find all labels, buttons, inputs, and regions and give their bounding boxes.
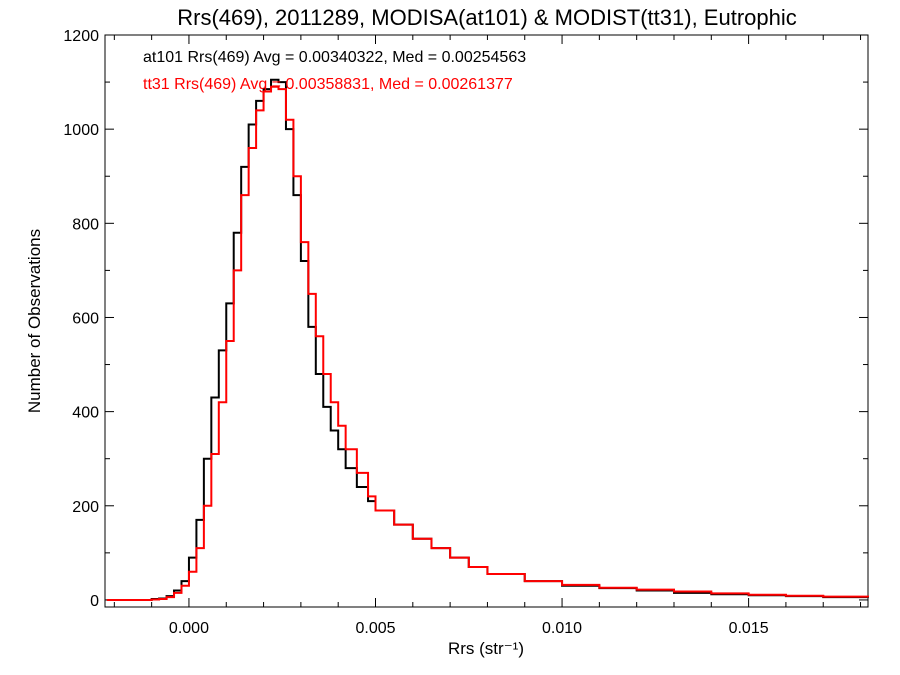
legend-entry-1: at101 Rrs(469) Avg = 0.00340322, Med = 0… <box>143 49 526 66</box>
x-axis-label: Rrs (str⁻¹) <box>448 639 524 658</box>
series-1-line <box>106 78 869 601</box>
y-tick-label: 400 <box>72 405 99 422</box>
y-tick-label: 1000 <box>63 122 99 139</box>
y-tick-label: 200 <box>72 499 99 516</box>
x-tick-label: 0.015 <box>729 620 769 637</box>
legend-entry-2: tt31 Rrs(469) Avg = 0.00358831, Med = 0.… <box>143 76 513 93</box>
x-axis: 0.000 0.005 0.010 0.015 <box>113 35 862 637</box>
y-tick-label: 0 <box>90 593 99 610</box>
y-axis: 0 200 400 600 800 1000 1200 <box>63 28 868 610</box>
y-tick-label: 800 <box>72 216 99 233</box>
series-layer <box>106 78 869 601</box>
y-tick-label: 1200 <box>63 28 99 45</box>
chart-title: Rrs(469), 2011289, MODISA(at101) & MODIS… <box>177 5 797 30</box>
legend: at101 Rrs(469) Avg = 0.00340322, Med = 0… <box>143 49 526 93</box>
y-axis-label: Number of Observations <box>25 229 44 413</box>
y-tick-label: 600 <box>72 310 99 327</box>
plot-area-frame <box>104 34 869 608</box>
x-tick-label: 0.010 <box>542 620 582 637</box>
x-tick-label: 0.005 <box>355 620 395 637</box>
x-tick-label: 0.000 <box>169 620 209 637</box>
series-2-line <box>106 85 869 601</box>
